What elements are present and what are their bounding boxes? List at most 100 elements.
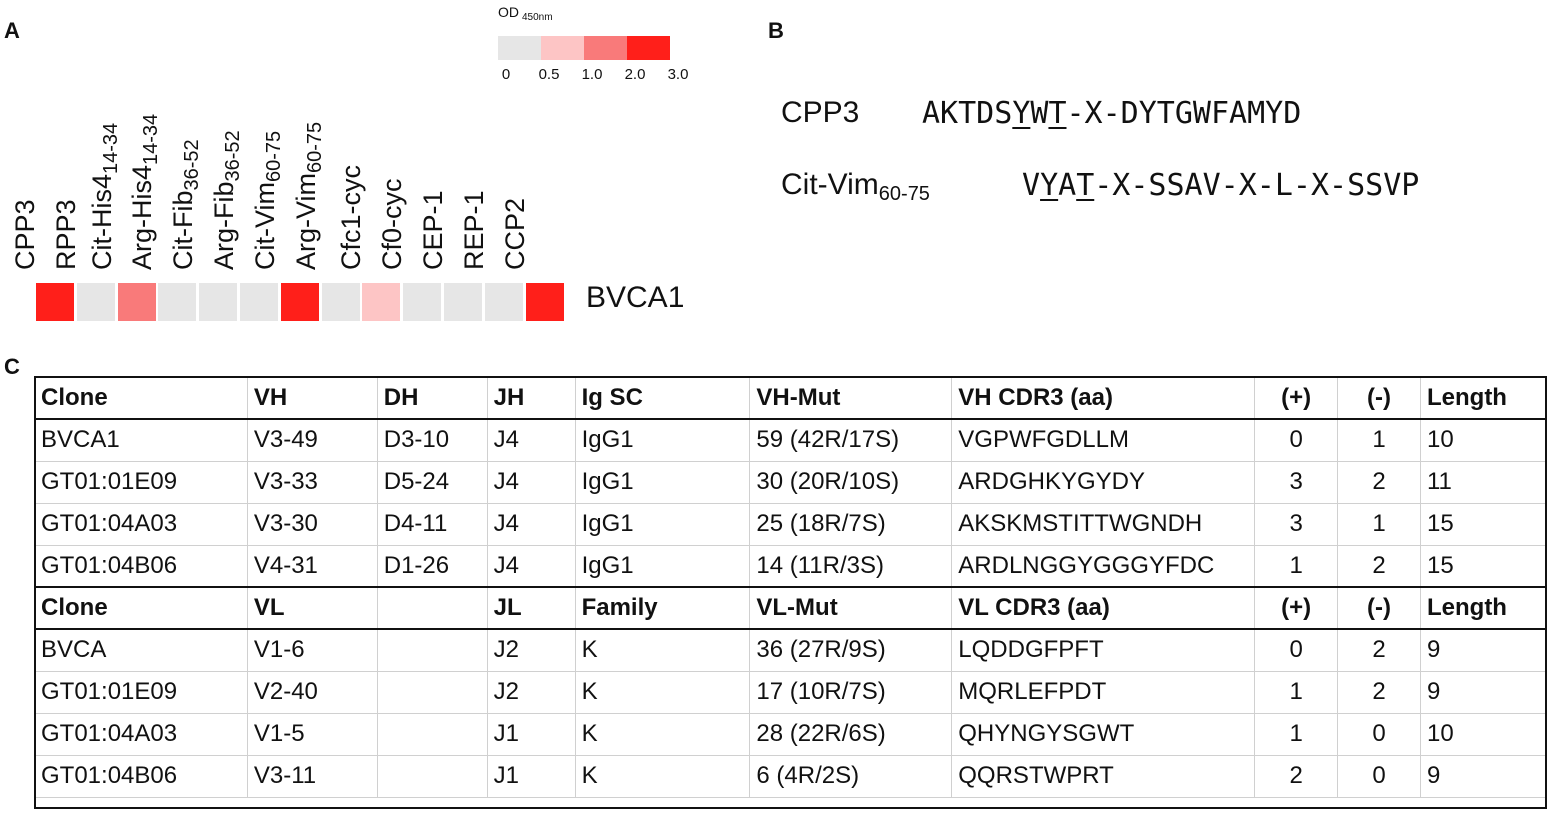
table-cell: 0 (1254, 628, 1339, 672)
legend-swatch (541, 36, 584, 60)
sequence-name-text: CPP3 (781, 96, 860, 129)
table-cell: 30 (20R/10S) (749, 460, 953, 504)
table-cell: GT01:04B06 (34, 754, 248, 798)
table-cell: MQRLEFPDT (951, 670, 1256, 714)
panel-label-a: A (4, 18, 20, 43)
table-cell: 15 (1419, 502, 1548, 546)
table-cell: 9 (1419, 670, 1548, 714)
sequence-segment: AKTDS (922, 96, 1013, 131)
table-cell: 1 (1254, 712, 1339, 756)
heatmap-column-sub: 36-52 (222, 130, 244, 182)
table-cell: J1 (486, 712, 576, 756)
table-cell: D1-26 (376, 544, 488, 588)
sequence-segment: V (1022, 168, 1041, 203)
table-cell: 2 (1337, 544, 1421, 588)
sequence-segment: -X-DYTGWFAMYD (1066, 96, 1302, 131)
table-cell: 3 (1254, 460, 1339, 504)
heatmap-column-main: CPP3 (10, 199, 40, 270)
table-cell: 28 (22R/6S) (749, 712, 953, 756)
sequence-name-sub: 60-75 (878, 183, 930, 205)
table-cell: V3-49 (246, 418, 378, 462)
table-cell: 1 (1337, 418, 1421, 462)
table-cell: 10 (1419, 712, 1548, 756)
heatmap-cell (484, 283, 523, 321)
table-cell (376, 628, 488, 672)
sequence-segment: A (1058, 168, 1077, 203)
table-cell (376, 754, 488, 798)
heatmap-column-main: Arg-Fib (209, 181, 239, 270)
legend-tick-label: 3.0 (667, 66, 689, 83)
underlined-residue: Y (1040, 168, 1059, 203)
table-cell: (+) (1254, 377, 1339, 420)
table-row: GT01:04A03 V3-30 D4-11 J4 IgG1 25 (18R/7S) AKS… (34, 502, 1548, 546)
table-cell: GT01:04A03 (34, 712, 248, 756)
table-cell: BVCA1 (34, 418, 248, 462)
table-row: GT01:04B06 V3-11 J1 K 6 (4R/2S) QQRSTWPRT 2 0 9 (34, 754, 1548, 798)
table-cell: D5-24 (376, 460, 488, 504)
table-cell: 1 (1254, 544, 1339, 588)
table-cell: 2 (1254, 754, 1339, 798)
table-cell: IgG1 (574, 460, 751, 504)
table-cell: LQDDGFPFT (951, 628, 1256, 672)
table-cell: J4 (486, 460, 576, 504)
table-cell: VL-Mut (749, 586, 953, 630)
table-cell: JH (486, 377, 576, 420)
table-row: BVCA1 V3-49 D3-10 J4 IgG1 59 (42R/17S) VGPWFGD… (34, 418, 1548, 462)
table-cell: (+) (1254, 586, 1339, 630)
heatmap-column-main: Cf0-cyc (377, 178, 408, 270)
table-cell: 3 (1254, 502, 1339, 546)
table-cell: 14 (11R/3S) (749, 544, 953, 588)
peptide-sequence: AKTDSYWT-X-DYTGWFAMYD (922, 96, 1301, 131)
table-header-row: Clone VL JL Family VL-Mut VL CDR3 (aa) (+) (-) L… (34, 586, 1548, 630)
underlined-residue: T (1048, 96, 1067, 131)
table-cell: K (574, 754, 751, 798)
table-cell: VH CDR3 (aa) (951, 377, 1256, 420)
heatmap-cell (280, 283, 319, 321)
table-cell: VH (246, 377, 378, 420)
table-cell: AKSKMSTITTWGNDH (951, 502, 1256, 546)
underlined-residue: Y (1012, 96, 1031, 131)
heatmap-cell (240, 283, 278, 321)
heatmap-column-main: Arg-His4 (127, 164, 158, 270)
table-cell: ARDLNGGYGGGYFDC (951, 544, 1256, 588)
heatmap-column-sub: 36-52 (181, 139, 204, 191)
table-cell: K (574, 628, 751, 672)
heatmap-column-sub: 60-75 (303, 121, 326, 173)
legend-tick-label: 1.0 (581, 66, 603, 83)
table-cell: Clone (34, 586, 248, 630)
heatmap-column-main: Arg-Vim (290, 172, 321, 270)
sequence-name-text: Cit-Vim (781, 168, 879, 201)
table-cell: D4-11 (376, 502, 488, 546)
table-cell: GT01:04A03 (34, 502, 248, 546)
legend-tick-label: 0 (501, 66, 511, 83)
table-row: GT01:04B06 V4-31 D1-26 J4 IgG1 14 (11R/3S) ARD… (34, 544, 1548, 588)
legend-swatch (627, 36, 670, 60)
table-cell: K (574, 670, 751, 714)
table-cell: VL CDR3 (aa) (951, 586, 1256, 630)
table-cell: IgG1 (574, 544, 751, 588)
table-cell: Clone (34, 377, 248, 420)
sequence-segment: W (1030, 96, 1049, 131)
table-cell: 9 (1419, 628, 1548, 672)
heatmap-column-main: CEP-1 (418, 190, 448, 270)
table-cell: J2 (486, 628, 576, 672)
table-cell: Length (1419, 377, 1548, 420)
table-row: BVCA V1-6 J2 K 36 (27R/9S) LQDDGFPFT 0 2 9 (34, 628, 1548, 672)
table-cell: 2 (1337, 628, 1421, 672)
heatmap-row-label: BVCA1 (586, 281, 685, 314)
table-cell: 25 (18R/7S) (749, 502, 953, 546)
table-cell: V2-40 (246, 670, 378, 714)
table-cell: V3-11 (246, 754, 378, 798)
table-cell: V1-5 (246, 712, 378, 756)
heatmap-cell (76, 283, 115, 321)
panel-label-c: C (4, 354, 20, 379)
table-cell (376, 712, 488, 756)
table-cell: J4 (486, 544, 576, 588)
table-cell: (-) (1337, 586, 1421, 630)
table-cell: DH (376, 377, 488, 420)
table-cell: ARDGHKYGYDY (951, 460, 1256, 504)
heatmap-cell (199, 283, 238, 321)
table-cell: 59 (42R/17S) (749, 418, 953, 462)
table-cell: K (574, 712, 751, 756)
table-header-row: Clone VH DH JH Ig SC VH-Mut VH CDR3 (aa) (+) (-)… (34, 377, 1548, 420)
